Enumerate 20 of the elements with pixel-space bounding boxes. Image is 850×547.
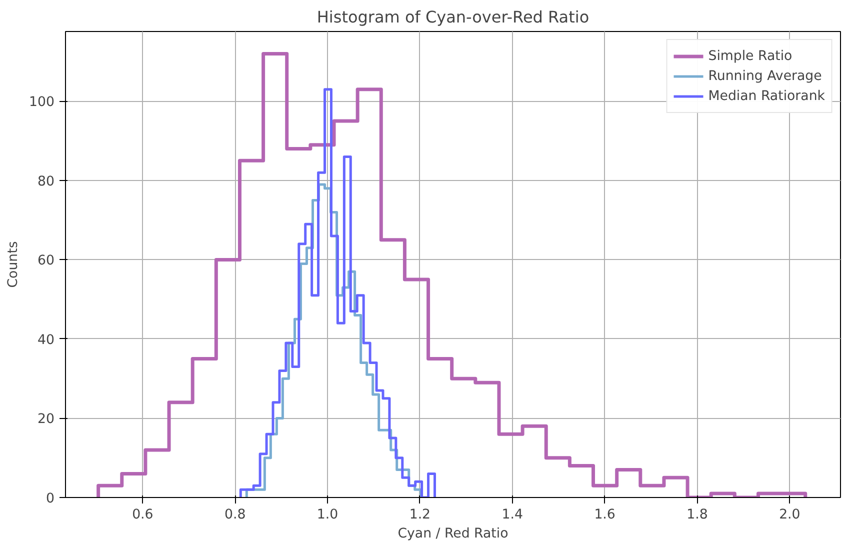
x-tick-label: 1.2: [409, 508, 431, 522]
x-tick-label: 1.0: [316, 508, 338, 522]
x-tick-label: 1.8: [686, 508, 708, 522]
y-tick-label: 60: [38, 254, 55, 269]
y-tick-label: 20: [38, 412, 55, 428]
y-tick-label: 0: [46, 492, 55, 506]
y-tick-label: 100: [29, 95, 55, 110]
x-tick-label: 0.6: [132, 508, 154, 522]
legend-label: Simple Ratio: [708, 48, 792, 64]
legend-label: Median Ratiorank: [708, 88, 825, 104]
x-tick-label: 2.0: [779, 508, 800, 522]
x-tick-label: 1.4: [502, 508, 523, 522]
chart-title: Histogram of Cyan-over-Red Ratio: [316, 8, 590, 26]
x-tick-label: 0.8: [224, 508, 246, 522]
legend-label: Running Average: [708, 68, 822, 84]
y-tick-label: 80: [38, 174, 55, 190]
y-tick-label: 40: [38, 332, 55, 348]
y-axis-title: Counts: [6, 241, 22, 288]
x-axis-title: Cyan / Red Ratio: [398, 526, 508, 542]
x-tick-label: 1.6: [594, 508, 616, 522]
